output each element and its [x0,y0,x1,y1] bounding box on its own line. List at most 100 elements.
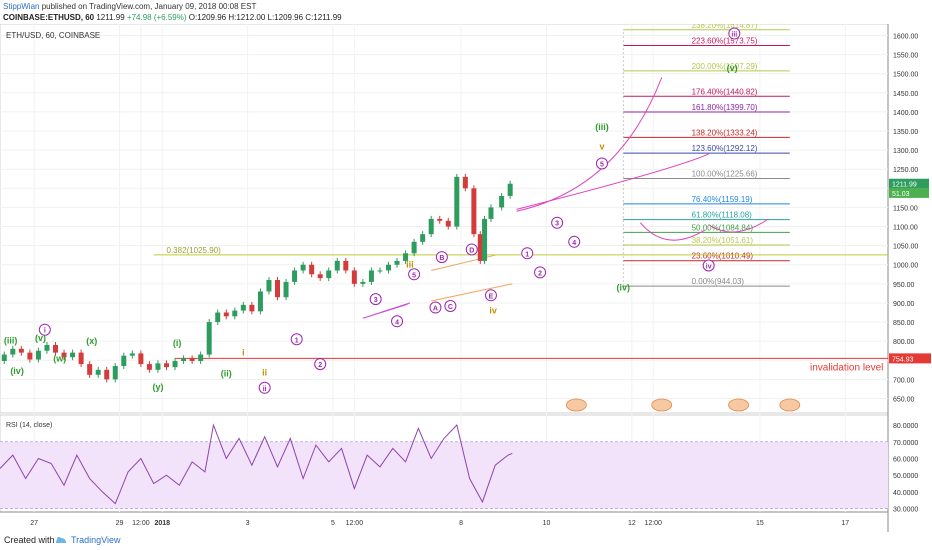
symbol-line: COINBASE:ETHUSD, 60 1211.99 +74.98 (+6.5… [3,12,342,23]
chart-title: ETH/USD, 60, COINBASE [6,31,100,40]
price-tick-label: 1550.00 [893,53,918,60]
tradingview-brand[interactable]: TradingView [71,535,121,545]
projection-arrow-iv [640,222,705,241]
candle-body [386,264,391,271]
wave-label-circle [568,235,581,248]
price-tick-label: 1500.00 [893,72,918,79]
publish-info: published on TradingView.com, January 09… [41,2,257,11]
price-tick-label: 650.00 [893,396,915,403]
wave-label-circle [369,293,382,306]
wave-label: 5 [412,272,416,279]
wave-label: E [489,293,494,300]
event-flag-icon [779,398,801,412]
last-price: 1211.99 [96,13,125,22]
candle-body [368,270,374,282]
candle-body [155,363,161,370]
candle-body [334,260,340,271]
candle-body [394,260,400,265]
candle-body [309,264,315,275]
fib-level-label: 38.20%(1051.61) [692,236,754,245]
candle-body [445,220,451,227]
time-tick-label: 12:00 [132,520,150,527]
wave-label: 2 [318,362,322,369]
time-tick-label: 15 [756,520,764,527]
time-tick-label: 17 [841,520,849,527]
fib-level-label: 100.00%(1225.66) [692,170,758,179]
wave-label-circle [258,381,271,394]
wave-label-circle [429,301,442,314]
price-tag-label: 51.03 [892,191,910,198]
candle-body [462,176,468,189]
time-tick-label: 10 [543,520,551,527]
fib-level-label: 223.60%(1573.75) [692,36,758,45]
candle-body [112,365,118,380]
candle-body [300,264,306,271]
candle-body [189,358,195,362]
time-tick-label: 29 [116,520,124,527]
wave-label: (x) [86,336,97,346]
candle-body [360,281,366,284]
candle-body [61,352,67,358]
candle-body [146,364,152,370]
wave-label: iii [731,32,737,39]
invalidation-label: invalidation level [810,362,883,373]
price-tick-label: 850.00 [893,320,915,327]
price-tick-label: 900.00 [893,301,915,308]
price-tag [889,178,929,189]
wave-label: 1 [295,337,299,344]
fib-level-label: 61.80%(1118.08) [692,211,753,220]
price-tick-label: 1400.00 [893,110,918,117]
price-tick-label: 1350.00 [893,129,918,136]
wave-label: (i) [173,338,182,348]
wave-label-circle [521,247,534,260]
candle-body [1,354,7,362]
candle-body [223,312,229,317]
wave-label: ii [263,386,267,393]
invalidation-price-tag [889,353,931,364]
price-pane [0,24,889,414]
wave-label: ii [262,367,267,377]
fib-level-label: 76.40%(1159.19) [692,195,753,204]
candle-body [95,369,101,375]
price-tick-label: 1050.00 [893,244,918,251]
price-tick-label: 700.00 [893,377,915,384]
wave-label: 4 [572,240,576,247]
fib-level-label: 123.60%(1292.12) [692,144,758,153]
wave-label-circle [38,323,51,336]
rsi-tick-label: 80.0000 [893,423,918,430]
author-link[interactable]: StippWian [3,2,40,11]
created-with-label: Created with [4,535,55,545]
time-tick-label: 3 [246,520,250,527]
candle-body [138,353,144,365]
fib-level-label: 50.00%(1084.84) [692,223,754,232]
wave-label: A [433,306,438,313]
wave-label: (iii) [4,335,18,345]
wave-label: v [599,141,604,151]
candle-body [27,352,33,360]
price-tag-label: 1211.99 [892,182,917,189]
event-flag-icon [728,398,749,412]
wave-label-circle [702,259,715,272]
candle-body [343,260,349,271]
wave-label-circle [595,157,608,170]
candle-body [10,348,16,355]
wave-label-circle [435,251,448,264]
candle-body [471,188,477,235]
fib-level-label: 0.00%(944.03) [692,277,745,286]
candle-body [499,195,505,208]
candle-body [403,253,409,261]
symbol-label: COINBASE:ETHUSD, 60 [3,13,95,22]
wave-label: (iv) [617,283,631,293]
invalidation-price-tag-label: 754.93 [892,356,914,363]
wave-label-circle [728,27,741,40]
fib-level-label: 238.20%(1614.87) [692,24,758,30]
candle-body [164,363,169,368]
candle-body [507,183,513,196]
price-tick-label: 1600.00 [893,33,918,40]
wave-label: i [44,328,46,335]
rsi-line [0,423,513,505]
time-tick-label: 12:00 [644,520,662,527]
candle-body [488,207,494,219]
rsi-tick-label: 30.0000 [893,507,918,514]
wave-label-circle [534,266,547,279]
